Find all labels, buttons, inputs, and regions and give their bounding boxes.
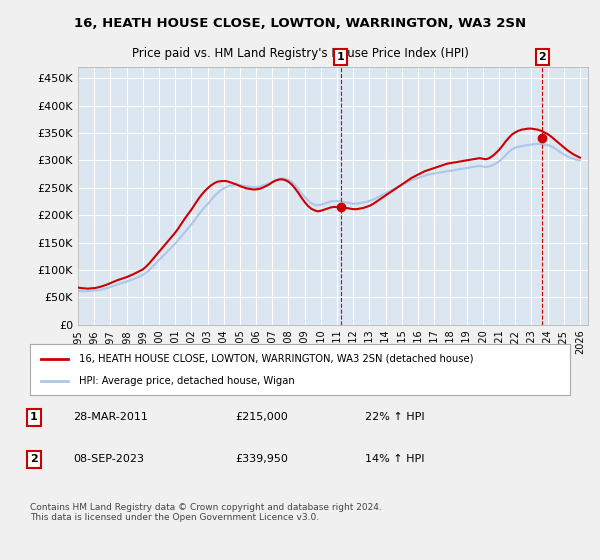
- Text: 08-SEP-2023: 08-SEP-2023: [73, 454, 144, 464]
- Text: HPI: Average price, detached house, Wigan: HPI: Average price, detached house, Wiga…: [79, 376, 295, 386]
- Text: £339,950: £339,950: [235, 454, 288, 464]
- Text: 2: 2: [30, 454, 38, 464]
- Text: 1: 1: [337, 52, 344, 62]
- Text: £215,000: £215,000: [235, 412, 288, 422]
- Text: 22% ↑ HPI: 22% ↑ HPI: [365, 412, 424, 422]
- Text: Price paid vs. HM Land Registry's House Price Index (HPI): Price paid vs. HM Land Registry's House …: [131, 47, 469, 60]
- Text: 16, HEATH HOUSE CLOSE, LOWTON, WARRINGTON, WA3 2SN: 16, HEATH HOUSE CLOSE, LOWTON, WARRINGTO…: [74, 17, 526, 30]
- Text: Contains HM Land Registry data © Crown copyright and database right 2024.
This d: Contains HM Land Registry data © Crown c…: [30, 503, 382, 522]
- Text: 16, HEATH HOUSE CLOSE, LOWTON, WARRINGTON, WA3 2SN (detached house): 16, HEATH HOUSE CLOSE, LOWTON, WARRINGTO…: [79, 353, 473, 363]
- Text: 28-MAR-2011: 28-MAR-2011: [73, 412, 148, 422]
- Text: 1: 1: [30, 412, 38, 422]
- Text: 14% ↑ HPI: 14% ↑ HPI: [365, 454, 424, 464]
- Text: 2: 2: [538, 52, 546, 62]
